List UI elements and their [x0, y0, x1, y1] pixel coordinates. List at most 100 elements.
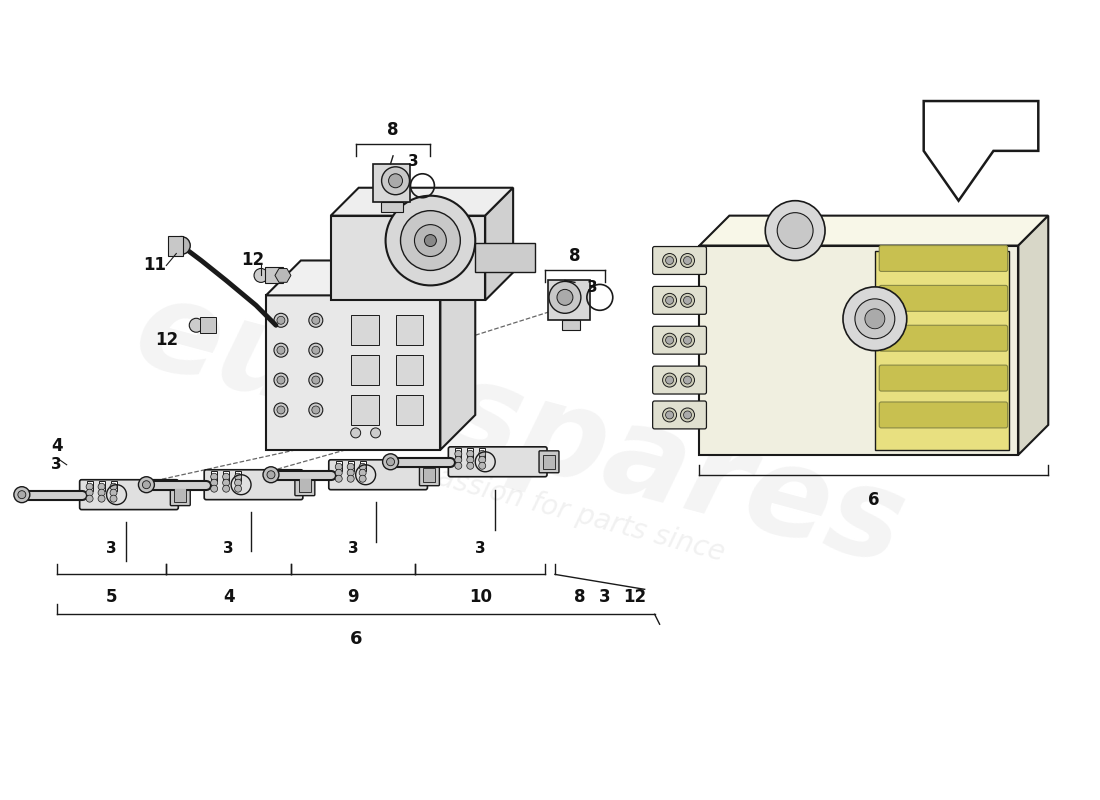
Circle shape [86, 483, 94, 490]
Polygon shape [1019, 216, 1048, 455]
Bar [396, 315, 424, 345]
Circle shape [277, 376, 285, 384]
Text: 3: 3 [408, 154, 419, 169]
Circle shape [86, 489, 94, 496]
Circle shape [173, 237, 190, 254]
Text: 8: 8 [574, 588, 585, 606]
Circle shape [843, 287, 906, 350]
Bar [200, 318, 217, 334]
Text: 3: 3 [600, 588, 610, 606]
Bar [299, 478, 311, 492]
Bar [468, 448, 473, 458]
Circle shape [222, 479, 230, 486]
Circle shape [666, 296, 673, 304]
Bar [331, 216, 485, 300]
FancyBboxPatch shape [879, 402, 1008, 428]
Circle shape [454, 462, 462, 470]
Bar [174, 488, 186, 502]
Bar [548, 281, 590, 320]
FancyBboxPatch shape [652, 401, 706, 429]
FancyBboxPatch shape [652, 246, 706, 274]
Bar [475, 242, 535, 273]
Text: 9: 9 [348, 588, 359, 606]
Circle shape [274, 373, 288, 387]
Bar [396, 355, 424, 385]
Circle shape [348, 475, 354, 482]
Bar [396, 395, 424, 425]
Circle shape [386, 196, 475, 286]
Circle shape [360, 470, 366, 476]
Circle shape [234, 479, 242, 486]
Bar [373, 164, 410, 202]
Circle shape [662, 408, 676, 422]
Circle shape [662, 373, 676, 387]
FancyBboxPatch shape [419, 464, 439, 486]
Circle shape [371, 428, 381, 438]
Circle shape [681, 254, 694, 267]
Circle shape [400, 210, 460, 270]
Bar [480, 448, 485, 458]
Circle shape [766, 201, 825, 261]
Circle shape [110, 489, 117, 496]
Circle shape [360, 475, 366, 482]
Circle shape [478, 450, 486, 458]
Circle shape [683, 411, 692, 419]
Text: 3: 3 [107, 542, 117, 557]
Circle shape [263, 466, 279, 482]
Circle shape [142, 481, 151, 489]
Circle shape [681, 294, 694, 307]
FancyBboxPatch shape [329, 460, 428, 490]
Circle shape [666, 411, 673, 419]
Circle shape [274, 403, 288, 417]
Bar [351, 315, 378, 345]
Polygon shape [275, 269, 290, 282]
Circle shape [277, 346, 285, 354]
Circle shape [662, 254, 676, 267]
Text: 8: 8 [569, 247, 581, 266]
Bar [348, 461, 354, 470]
Circle shape [222, 474, 230, 480]
Bar [874, 250, 1009, 450]
Bar [455, 448, 461, 458]
Bar [562, 320, 580, 330]
Circle shape [309, 403, 322, 417]
Circle shape [681, 334, 694, 347]
FancyBboxPatch shape [879, 365, 1008, 391]
Bar [265, 267, 283, 283]
Polygon shape [331, 188, 513, 216]
Circle shape [234, 474, 242, 480]
Bar [223, 470, 229, 481]
Text: 12: 12 [155, 331, 178, 350]
FancyBboxPatch shape [539, 451, 559, 473]
Circle shape [454, 456, 462, 463]
Bar [87, 481, 92, 490]
Text: 6: 6 [868, 490, 880, 509]
FancyBboxPatch shape [79, 480, 178, 510]
Circle shape [98, 483, 106, 490]
Circle shape [386, 458, 395, 466]
Circle shape [666, 257, 673, 265]
Circle shape [222, 486, 230, 492]
Circle shape [311, 346, 320, 354]
Bar [99, 481, 104, 490]
Text: 4: 4 [223, 588, 234, 606]
Bar [700, 246, 1019, 455]
Circle shape [267, 470, 275, 478]
Circle shape [18, 490, 25, 498]
Circle shape [139, 477, 154, 493]
Text: 12: 12 [623, 588, 647, 606]
Circle shape [14, 486, 30, 502]
Circle shape [309, 343, 322, 357]
Circle shape [234, 486, 242, 492]
FancyBboxPatch shape [879, 286, 1008, 311]
Circle shape [274, 343, 288, 357]
Circle shape [211, 486, 218, 492]
Circle shape [189, 318, 204, 332]
Circle shape [683, 336, 692, 344]
Text: 3: 3 [587, 281, 597, 295]
Bar [110, 481, 117, 490]
Circle shape [309, 314, 322, 327]
Circle shape [683, 376, 692, 384]
Text: 8: 8 [387, 121, 399, 139]
Bar [381, 202, 403, 212]
